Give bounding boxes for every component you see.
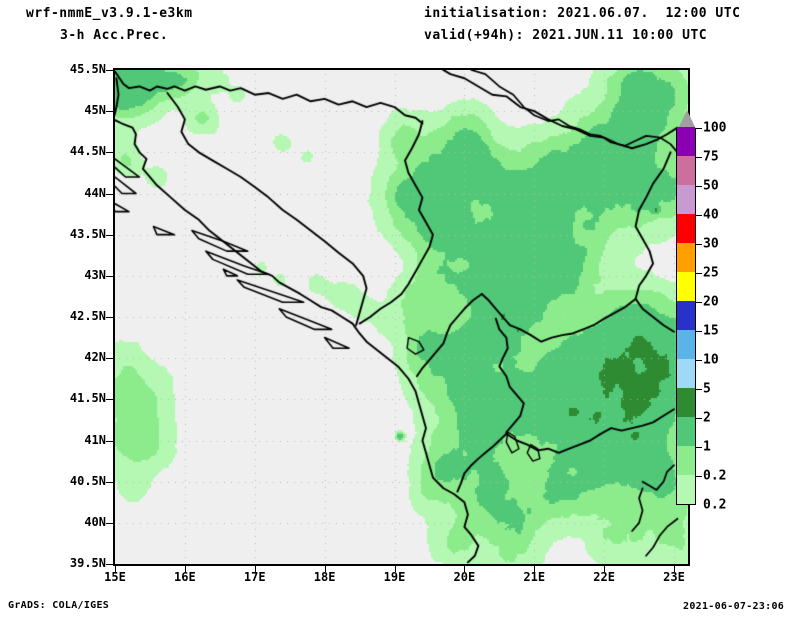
y-tick-label: 39.5N xyxy=(69,556,106,570)
colorbar-band xyxy=(677,301,695,330)
x-tick-label: 19E xyxy=(383,570,406,584)
precipitation-map-canvas xyxy=(115,70,688,564)
x-tick-label: 20E xyxy=(453,570,476,584)
y-tick-label: 42.5N xyxy=(69,309,106,323)
colorbar-tick-mark xyxy=(696,360,702,361)
colorbar-tick-label: 30 xyxy=(703,236,719,252)
colorbar-tick-label: 40 xyxy=(703,207,719,223)
x-tick-label: 16E xyxy=(174,570,196,584)
colorbar-tick-mark xyxy=(696,331,702,332)
colorbar-tick-mark xyxy=(696,418,702,419)
colorbar-tick-label: 0.2 xyxy=(703,468,727,484)
render-timestamp: 2021-06-07-23:06 xyxy=(683,601,785,612)
colorbar-tick-label: 5 xyxy=(703,381,711,397)
x-tick-label: 23E xyxy=(663,570,685,584)
x-tick-mark xyxy=(604,566,606,572)
y-tick-label: 41.5N xyxy=(69,391,106,406)
colorbar-tick-label: 2 xyxy=(703,410,711,426)
colorbar-tick-label: 50 xyxy=(703,178,719,194)
y-tick-label: 44N xyxy=(84,185,106,200)
x-tick-label: 22E xyxy=(593,570,615,584)
y-tick-label: 40.5N xyxy=(69,473,106,488)
colorbar-band xyxy=(677,214,695,243)
x-tick-mark xyxy=(674,566,676,572)
colorbar-band xyxy=(677,475,695,504)
colorbar-tick-mark xyxy=(696,157,702,158)
colorbar-tick-mark xyxy=(696,186,702,187)
y-tick-label: 45N xyxy=(84,103,106,118)
colorbar-tick-label: 10 xyxy=(703,352,719,368)
colorbar-band xyxy=(677,446,695,475)
y-tick-mark xyxy=(106,399,113,401)
y-tick-mark xyxy=(106,564,113,565)
colorbar-band xyxy=(677,243,695,272)
colorbar xyxy=(676,127,696,505)
y-tick-mark xyxy=(106,522,113,524)
y-tick-mark xyxy=(106,234,113,236)
colorbar-tick-label-min: 0.2 xyxy=(703,497,727,513)
y-tick-mark xyxy=(106,275,113,277)
y-tick-mark xyxy=(106,358,113,360)
colorbar-tick-mark xyxy=(696,476,702,477)
y-tick-mark xyxy=(106,440,113,442)
y-tick-mark xyxy=(106,317,113,318)
initialisation-time: initialisation: 2021.06.07. 12:00 UTC xyxy=(424,6,741,21)
colorbar-band xyxy=(677,417,695,446)
y-tick-label: 40N xyxy=(84,514,106,529)
colorbar-band xyxy=(677,185,695,214)
y-tick-label: 43.5N xyxy=(69,226,106,241)
y-tick-label: 44.5N xyxy=(69,144,106,159)
colorbar-tick-label: 15 xyxy=(703,323,719,339)
colorbar-tick-label: 1 xyxy=(703,439,711,455)
colorbar-band xyxy=(677,359,695,388)
y-tick-mark xyxy=(106,193,113,195)
colorbar-tick-mark xyxy=(696,244,702,245)
x-tick-mark xyxy=(464,566,466,572)
x-tick-mark xyxy=(534,566,536,572)
colorbar-tick-mark xyxy=(696,389,702,390)
colorbar-tick-label: 75 xyxy=(703,149,719,165)
colorbar-band xyxy=(677,388,695,417)
grads-credit: GrADS: COLA/IGES xyxy=(8,600,110,611)
colorbar-tick-label: 25 xyxy=(703,265,719,281)
colorbar-band xyxy=(677,127,695,156)
map-plot-area xyxy=(113,68,690,566)
colorbar-tick-mark xyxy=(696,128,702,129)
x-tick-mark xyxy=(254,566,256,572)
colorbar-tick-mark xyxy=(696,302,702,303)
colorbar-tick-label: 100 xyxy=(703,120,727,136)
colorbar-band xyxy=(677,156,695,185)
x-tick-label: 17E xyxy=(243,570,266,584)
colorbar-tick-mark xyxy=(696,215,702,216)
x-tick-label: 21E xyxy=(523,570,546,584)
model-title: wrf-nmmE_v3.9.1-e3km xyxy=(26,6,193,21)
colorbar-tick-mark xyxy=(696,447,702,448)
colorbar-overflow-arrow-icon xyxy=(678,110,696,129)
y-tick-label: 42N xyxy=(84,350,106,365)
colorbar-tick-mark xyxy=(696,273,702,274)
colorbar-band xyxy=(677,330,695,359)
x-tick-mark xyxy=(394,566,396,572)
y-tick-label: 45.5N xyxy=(69,62,106,76)
field-title: 3-h Acc.Prec. xyxy=(60,28,169,43)
y-tick-label: 41N xyxy=(84,432,106,447)
x-tick-mark xyxy=(184,566,186,572)
y-tick-mark xyxy=(106,111,113,113)
y-tick-mark xyxy=(106,481,113,483)
x-tick-mark xyxy=(115,566,116,572)
y-tick-label: 43N xyxy=(84,267,106,282)
x-tick-mark xyxy=(324,566,326,572)
x-tick-label: 18E xyxy=(313,570,336,584)
y-tick-mark xyxy=(106,152,113,154)
x-tick-label: 15E xyxy=(104,570,126,584)
valid-time: valid(+94h): 2021.JUN.11 10:00 UTC xyxy=(424,28,708,43)
y-tick-mark xyxy=(106,70,113,71)
colorbar-band xyxy=(677,272,695,301)
colorbar-tick-label: 20 xyxy=(703,294,719,310)
